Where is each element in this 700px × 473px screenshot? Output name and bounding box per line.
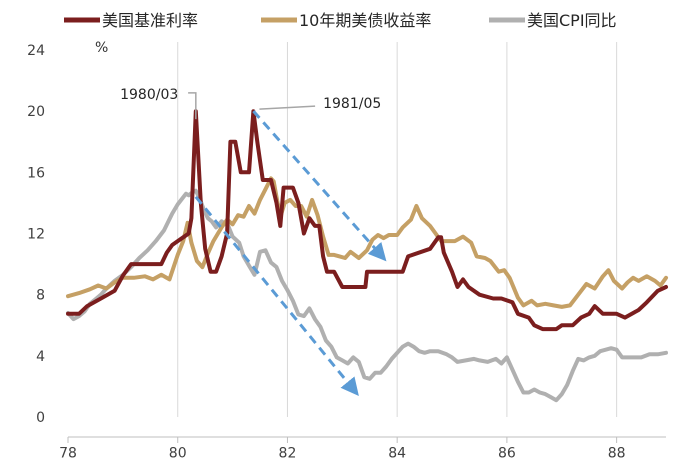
series-line-treasury-10y bbox=[66, 176, 668, 309]
y-tick-label-4: 4 bbox=[36, 349, 45, 365]
legend-label-cpi-yoy: 美国CPI同比 bbox=[527, 11, 617, 30]
legend-label-fed-rate: 美国基准利率 bbox=[102, 11, 198, 30]
legend-label-treasury-10y: 10年期美债收益率 bbox=[299, 11, 431, 30]
annotation-label-1981-05: 1981/05 bbox=[323, 96, 381, 112]
annotations: 1980/03 1981/05 bbox=[120, 87, 381, 120]
series-line-cpi-yoy bbox=[66, 188, 668, 403]
y-tick-label-24: 24 bbox=[27, 43, 45, 59]
y-axis: 0 4 8 12 16 20 24 bbox=[27, 43, 45, 426]
annotation-leader-1981-05 bbox=[259, 105, 316, 110]
y-tick-label-16: 16 bbox=[27, 165, 45, 181]
y-axis-label: % bbox=[95, 40, 108, 56]
legend: 美国基准利率 10年期美债收益率 美国CPI同比 bbox=[64, 11, 617, 30]
arrow-cpi-decline bbox=[194, 195, 359, 397]
y-tick-label-12: 12 bbox=[27, 227, 45, 243]
x-tick-label-86: 86 bbox=[498, 446, 516, 462]
x-tick-label-84: 84 bbox=[388, 446, 406, 462]
x-tick-label-88: 88 bbox=[608, 446, 626, 462]
x-tick-label-82: 82 bbox=[279, 446, 297, 462]
y-tick-label-0: 0 bbox=[36, 410, 45, 426]
y-tick-label-8: 8 bbox=[36, 288, 45, 304]
series-line-fed-rate bbox=[66, 109, 668, 332]
x-axis: 78 80 82 84 86 88 bbox=[59, 436, 666, 462]
series-layer bbox=[66, 109, 668, 403]
y-tick-label-20: 20 bbox=[27, 104, 45, 120]
x-tick-label-80: 80 bbox=[169, 446, 187, 462]
gridlines bbox=[177, 42, 618, 417]
x-tick-label-78: 78 bbox=[59, 446, 77, 462]
annotation-label-1980-03: 1980/03 bbox=[120, 87, 178, 103]
arrow-rate-decline bbox=[252, 110, 387, 262]
trend-arrows bbox=[194, 110, 387, 397]
annotation-leader-1980-03 bbox=[188, 92, 197, 120]
